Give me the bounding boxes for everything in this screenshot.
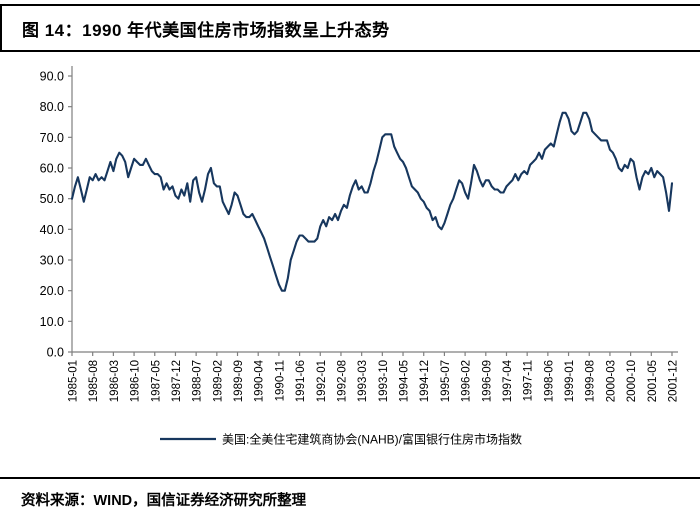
x-tick-label: 1997-04 <box>502 359 514 402</box>
x-tick-label: 1994-05 <box>399 360 411 402</box>
y-tick-label: 40.0 <box>40 223 64 237</box>
chart-area: 美国:全美住宅建筑商协会(NAHB)/富国银行住房市场指数 90.0 80.0 70… <box>0 58 700 480</box>
y-tick-label: 20.0 <box>40 284 64 298</box>
x-tick-label: 1999-01 <box>564 360 576 402</box>
x-axis: 1985-01 1985-08 1986-03 1986-10 1987-05 1987-… <box>68 351 680 402</box>
x-tick-label: 1989-02 <box>212 360 224 402</box>
y-tick-label: 80.0 <box>40 100 64 114</box>
y-tick-label: 70.0 <box>40 131 64 145</box>
x-tick-label: 1993-03 <box>357 360 369 402</box>
x-tick-label: 1995-07 <box>440 360 452 402</box>
x-tick-label: 2001-12 <box>668 360 680 402</box>
x-tick-label: 1996-02 <box>461 360 473 402</box>
x-tick-label: 1990-04 <box>254 359 266 402</box>
x-tick-label: 2000-10 <box>626 360 638 402</box>
x-tick-label: 1987-12 <box>171 360 183 402</box>
x-tick-label: 1992-01 <box>316 360 328 402</box>
y-tick-label: 10.0 <box>40 315 64 329</box>
source-row: 资料来源：WIND，国信证券经济研究所整理 <box>0 477 700 510</box>
x-tick-label: 1999-08 <box>585 360 597 402</box>
y-tick-label: 30.0 <box>40 254 64 268</box>
x-tick-label: 1985-01 <box>68 360 80 402</box>
y-tick-label: 60.0 <box>40 162 64 176</box>
y-tick-label: 50.0 <box>40 192 64 206</box>
x-tick-label: 1988-07 <box>192 360 204 402</box>
x-tick-label: 1985-08 <box>88 360 100 402</box>
source-note: 资料来源：WIND，国信证券经济研究所整理 <box>21 493 307 509</box>
x-tick-label: 1987-05 <box>150 360 162 402</box>
x-tick-label: 1990-11 <box>274 360 286 401</box>
x-tick-label: 1994-12 <box>419 360 431 402</box>
series-line <box>70 111 674 292</box>
y-tick-label: 90.0 <box>40 70 64 84</box>
x-tick-label: 1986-03 <box>109 360 121 402</box>
y-axis: 90.0 80.0 70.0 60.0 50.0 40.0 30.0 20.0 10.0 0.0 <box>40 66 73 360</box>
figure-title-row: 图 14：1990 年代美国住房市场指数呈上升态势 <box>0 4 700 52</box>
x-tick-label: 1989-09 <box>233 360 245 402</box>
x-tick-label: 2001-05 <box>647 360 659 402</box>
legend: 美国:全美住宅建筑商协会(NAHB)/富国银行住房市场指数 <box>160 432 522 447</box>
x-tick-label: 2000-03 <box>605 360 617 402</box>
x-tick-label: 1998-06 <box>543 360 555 402</box>
y-tick-label: 0.0 <box>47 346 64 360</box>
x-tick-label: 1992-08 <box>336 360 348 402</box>
x-tick-label: 1986-10 <box>130 360 142 402</box>
x-tick-label: 1991-06 <box>295 360 307 402</box>
legend-label: 美国:全美住宅建筑商协会(NAHB)/富国银行住房市场指数 <box>222 432 522 447</box>
x-tick-label: 1993-10 <box>378 360 390 402</box>
figure-title: 图 14：1990 年代美国住房市场指数呈上升态势 <box>22 20 390 40</box>
x-tick-label: 1996-09 <box>481 360 493 402</box>
chart-canvas: 美国:全美住宅建筑商协会(NAHB)/富国银行住房市场指数 90.0 80.0 70… <box>40 66 680 447</box>
x-tick-label: 1997-11 <box>523 360 535 401</box>
